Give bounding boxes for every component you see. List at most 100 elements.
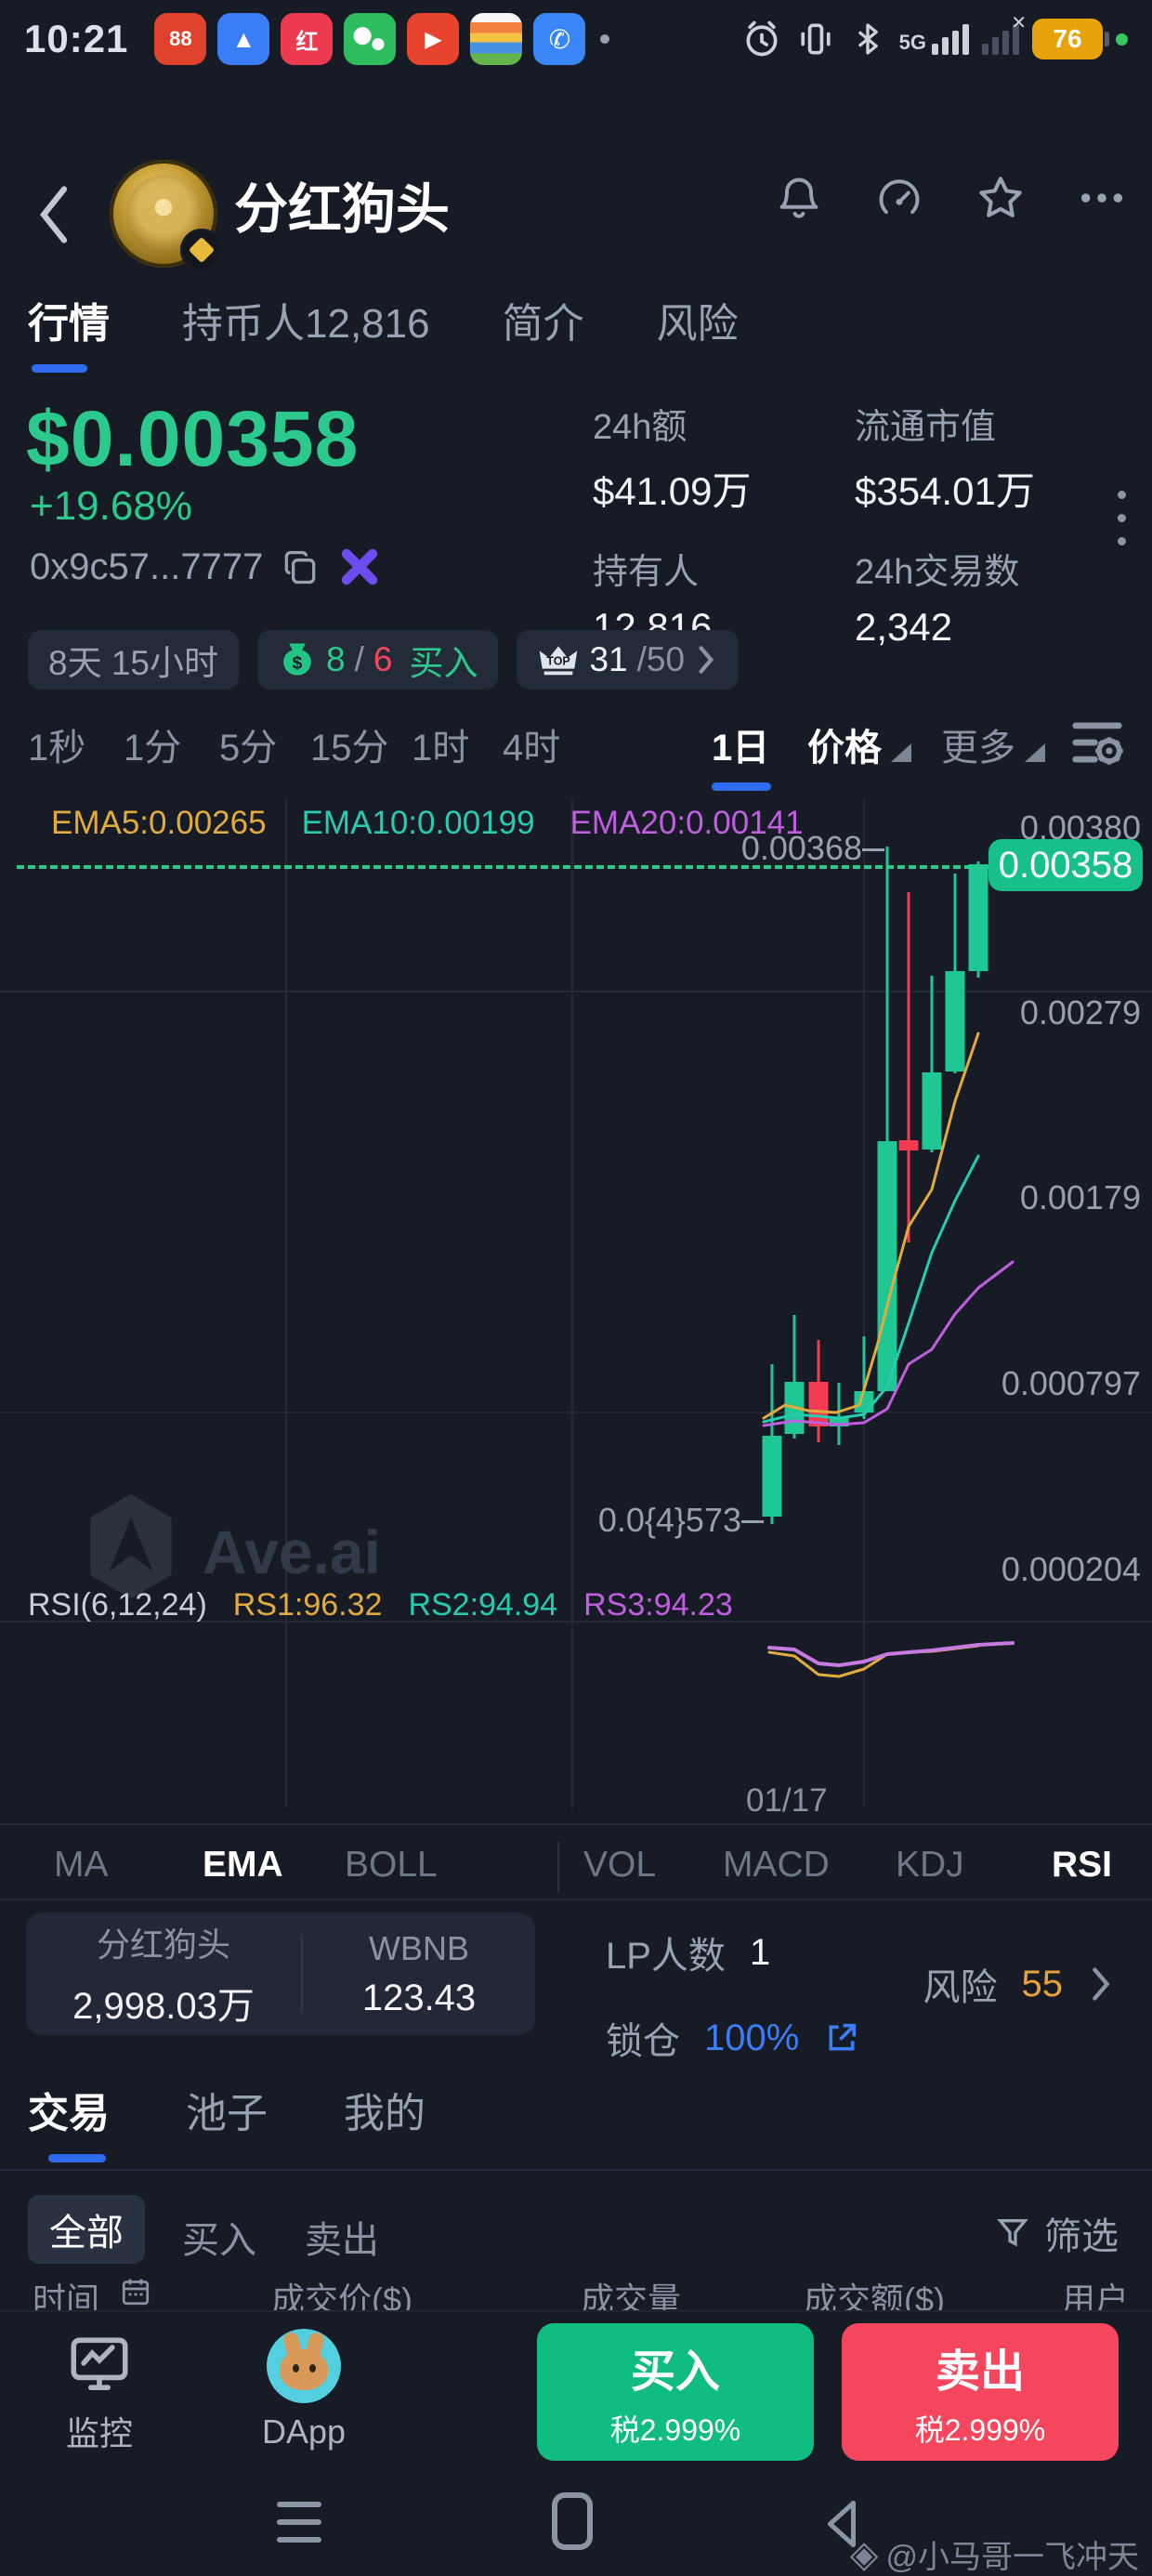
gauge-icon[interactable] xyxy=(875,174,923,222)
divider xyxy=(0,1823,1152,1825)
ema10-label: EMA10:0.00199 xyxy=(301,805,535,841)
stat-mcap-value: $354.01万 xyxy=(855,469,1035,513)
more-timeframes-dropdown[interactable]: 更多 xyxy=(941,717,1045,771)
current-price-badge: 0.00358 xyxy=(988,839,1143,891)
col-time[interactable]: 时间 xyxy=(33,2280,100,2310)
calendar-icon[interactable] xyxy=(119,2275,152,2308)
token-title: 分红狗头 xyxy=(234,179,451,240)
indicator-rsi[interactable]: RSI xyxy=(1052,1845,1113,1885)
lock-label: 锁仓 xyxy=(606,2021,680,2062)
tab-intro[interactable]: 简介 xyxy=(502,301,584,347)
wechat-app-icon xyxy=(344,13,397,65)
tf-15m[interactable]: 15分 xyxy=(310,728,389,769)
tf-1s[interactable]: 1秒 xyxy=(28,728,86,769)
indicator-macd[interactable]: MACD xyxy=(723,1845,830,1885)
col-amount[interactable]: 成交量 xyxy=(581,2280,682,2310)
photos-app-icon xyxy=(470,13,523,65)
indicator-ema[interactable]: EMA xyxy=(203,1845,283,1885)
creator-watermark: ◈ @小马哥一飞冲天 xyxy=(849,2533,1139,2576)
rs3-label: RS3:94.23 xyxy=(583,1587,733,1623)
stat-mcap-label: 流通市值 xyxy=(855,408,997,447)
copy-icon[interactable] xyxy=(280,546,321,587)
filter-all[interactable]: 全部 xyxy=(28,2195,145,2264)
tab-pools[interactable]: 池子 xyxy=(186,2091,268,2136)
status-icons: 5G ✕ 76 xyxy=(741,13,1128,59)
home-button[interactable] xyxy=(552,2492,593,2550)
current-price-line xyxy=(17,865,1039,869)
pool-card[interactable]: 分红狗头 2,998.03万 WBNB 123.43 xyxy=(26,1912,535,2035)
candlestick-chart[interactable]: EMA5:0.00265 EMA10:0.00199 EMA20:0.00141… xyxy=(0,799,1152,1819)
tab-market[interactable]: 行情 xyxy=(28,301,110,347)
tab-mine[interactable]: 我的 xyxy=(344,2091,425,2136)
bottom-action-bar: 监控 DApp 买入 税2.999% 卖出 税2.999% xyxy=(0,2310,1152,2487)
active-tab-indicator xyxy=(32,364,87,373)
chevron-right-icon[interactable] xyxy=(1087,1964,1115,2004)
monitor-nav[interactable]: 监控 xyxy=(65,2329,134,2455)
tf-5m[interactable]: 5分 xyxy=(219,728,278,769)
indicator-ma[interactable]: MA xyxy=(54,1845,109,1885)
price-mode-dropdown[interactable]: 价格 xyxy=(807,717,911,771)
dapp-nav[interactable]: DApp xyxy=(262,2329,346,2451)
stat-volume-value: $41.09万 xyxy=(593,469,752,513)
tab-trades[interactable]: 交易 xyxy=(28,2091,110,2136)
ave-watermark: Ave.ai xyxy=(203,1518,382,1586)
svg-text:TOP: TOP xyxy=(547,655,570,668)
xiaohongshu-app-icon: 红 xyxy=(281,13,334,65)
tf-1m[interactable]: 1分 xyxy=(124,728,182,769)
favorite-star-icon[interactable] xyxy=(975,173,1026,223)
phone-app-icon: ✆ xyxy=(533,13,586,65)
sim2-signal-icon: ✕ xyxy=(982,13,1027,55)
news-app-icon: 88 xyxy=(154,13,207,65)
tab-holders[interactable]: 持币人12,816 xyxy=(182,301,430,347)
charging-dot-icon xyxy=(1116,33,1128,46)
notification-bell-icon[interactable] xyxy=(775,174,823,222)
stat-txcount-value: 2,342 xyxy=(855,605,953,649)
divider xyxy=(0,1899,1152,1900)
y-axis-label: 0.00179 xyxy=(1019,1178,1141,1216)
status-bar: 10:21 88 ▲ 红 ▶ ✆ 5G xyxy=(0,0,1152,78)
lock-value: 100% xyxy=(704,2017,800,2058)
filter-sell[interactable]: 卖出 xyxy=(305,2220,379,2261)
external-link-icon[interactable] xyxy=(823,2019,860,2057)
stat-txcount-label: 24h交易数 xyxy=(855,553,1020,592)
col-total[interactable]: 成交额($) xyxy=(804,2280,945,2310)
tf-1h[interactable]: 1时 xyxy=(412,728,470,769)
pancakeswap-icon xyxy=(267,2329,342,2403)
x-axis-date-label: 01/17 xyxy=(746,1782,828,1819)
back-nav-button[interactable] xyxy=(818,2496,866,2552)
battery-icon: 76 xyxy=(1032,19,1109,59)
token-avatar[interactable] xyxy=(110,160,223,271)
filter-buy[interactable]: 买入 xyxy=(182,2220,256,2261)
chart-settings-icon[interactable] xyxy=(1068,714,1126,771)
vibrate-icon xyxy=(801,23,831,55)
col-user[interactable]: 用户 xyxy=(1062,2280,1130,2310)
buy-button[interactable]: 买入 税2.999% xyxy=(537,2323,814,2461)
rank-badge[interactable]: TOP 31/50 xyxy=(517,630,740,690)
tf-4h[interactable]: 4时 xyxy=(503,728,561,769)
stats-more-icon[interactable] xyxy=(1118,491,1126,545)
buy-sell-count-badge[interactable]: $ 8/6 买入 xyxy=(257,630,499,690)
butterfly-link-icon[interactable] xyxy=(337,545,382,589)
money-bag-icon: $ xyxy=(283,643,311,676)
indicator-vol[interactable]: VOL xyxy=(583,1845,657,1885)
monitor-chart-icon xyxy=(71,2337,128,2390)
contract-address[interactable]: 0x9c57...7777 xyxy=(30,545,264,587)
5g-signal-icon: 5G xyxy=(899,23,969,55)
filter-button[interactable]: 筛选 xyxy=(994,2206,1119,2260)
indicator-boll[interactable]: BOLL xyxy=(345,1845,438,1885)
risk-label: 风险 xyxy=(923,1967,998,2008)
sell-button[interactable]: 卖出 税2.999% xyxy=(842,2323,1119,2461)
bluetooth-icon xyxy=(857,23,878,55)
risk-score: 55 xyxy=(1021,1963,1064,2004)
crown-top-icon: TOP xyxy=(540,646,578,676)
tf-1d[interactable]: 1日 xyxy=(712,728,770,769)
more-menu-icon[interactable] xyxy=(1078,174,1126,222)
indicator-kdj[interactable]: KDJ xyxy=(896,1845,964,1885)
tab-risk[interactable]: 风险 xyxy=(656,301,739,347)
col-price[interactable]: 成交价($) xyxy=(271,2280,412,2310)
funnel-icon xyxy=(997,2219,1028,2247)
clock: 10:21 xyxy=(24,17,129,60)
recents-button[interactable] xyxy=(277,2502,321,2543)
rs2-label: RS2:94.94 xyxy=(408,1587,558,1623)
back-button[interactable] xyxy=(33,182,74,247)
